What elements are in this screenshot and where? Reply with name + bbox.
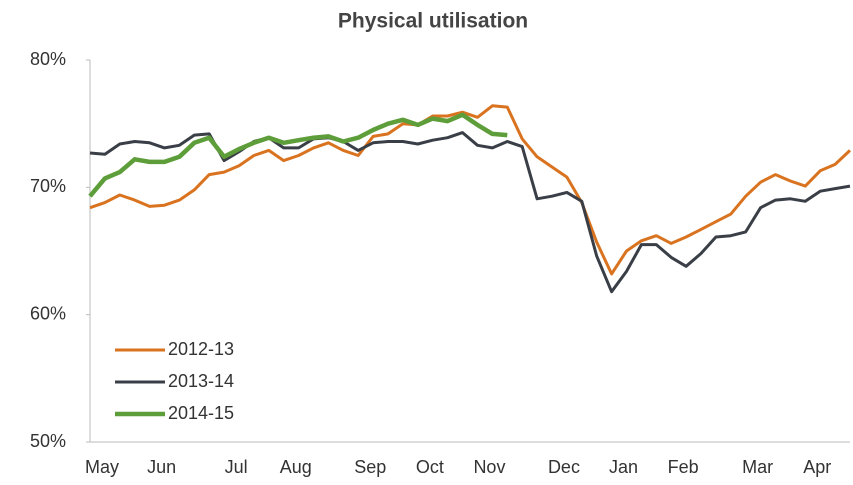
series-line: [89, 131, 851, 294]
chart-title: Physical utilisation: [338, 10, 528, 33]
x-tick-label: Apr: [803, 457, 831, 477]
legend-label: 2012-13: [168, 339, 234, 359]
x-tick-label: May: [85, 457, 119, 477]
x-tick-label: Jan: [609, 457, 638, 477]
x-tick-label: Sep: [354, 457, 386, 477]
y-tick-label: 60%: [30, 303, 66, 323]
y-tick-label: 80%: [30, 49, 66, 69]
legend-label: 2014-15: [168, 403, 234, 423]
x-tick-label: Nov: [473, 457, 505, 477]
x-tick-label: Jun: [147, 457, 176, 477]
y-tick-label: 50%: [30, 431, 66, 451]
x-tick-label: Mar: [742, 457, 773, 477]
x-tick-label: Oct: [416, 457, 444, 477]
x-tick-label: Jul: [225, 457, 248, 477]
series-line: [88, 112, 508, 198]
legend-label: 2013-14: [168, 371, 234, 391]
x-tick-label: Feb: [668, 457, 699, 477]
y-tick-label: 70%: [30, 176, 66, 196]
x-tick-label: Aug: [280, 457, 312, 477]
x-tick-label: Dec: [548, 457, 580, 477]
series-line: [89, 104, 852, 276]
